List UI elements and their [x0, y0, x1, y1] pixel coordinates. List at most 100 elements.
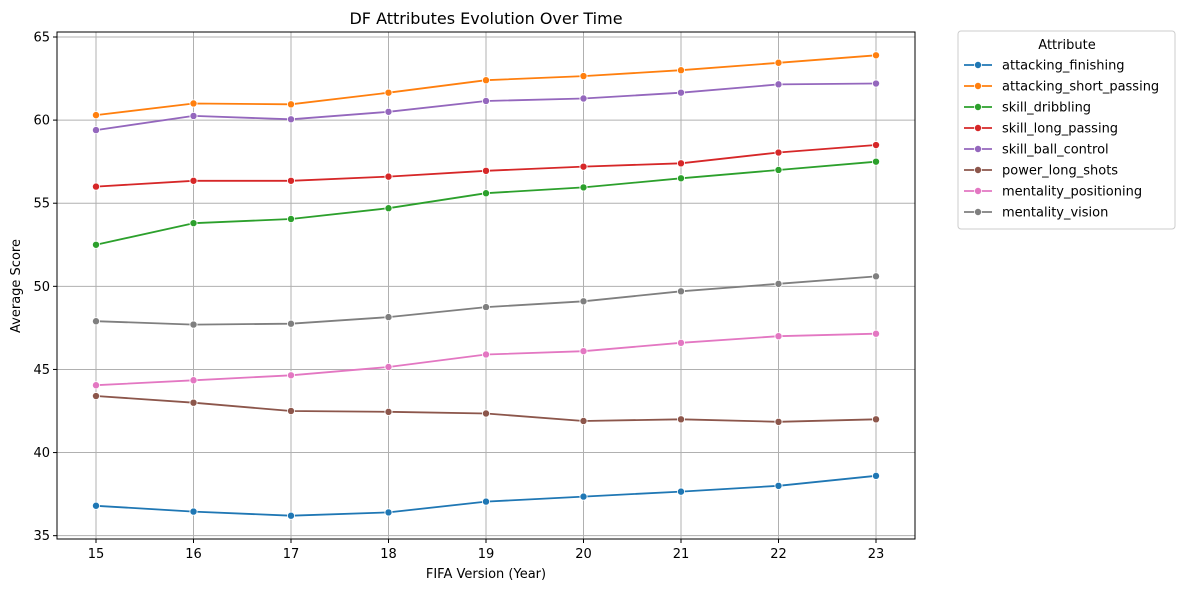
- data-point: [92, 126, 101, 135]
- data-point: [189, 507, 198, 516]
- data-point: [92, 317, 101, 326]
- data-point: [872, 415, 881, 424]
- data-point: [774, 58, 783, 67]
- data-point: [579, 94, 588, 103]
- legend-item: skill_dribbling: [964, 101, 1091, 116]
- x-tick-label: 16: [185, 547, 202, 562]
- legend-marker: [974, 61, 983, 70]
- data-point: [872, 79, 881, 88]
- data-point: [579, 72, 588, 81]
- legend-item: attacking_finishing: [964, 59, 1125, 74]
- data-point: [481, 303, 490, 312]
- data-point: [384, 88, 393, 97]
- legend-marker: [974, 82, 983, 91]
- data-point: [286, 371, 295, 380]
- data-point: [384, 313, 393, 322]
- data-point: [579, 347, 588, 356]
- grid-layer: [57, 32, 915, 539]
- legend-label: skill_dribbling: [1002, 101, 1091, 116]
- data-point: [189, 398, 198, 407]
- data-point: [774, 279, 783, 288]
- data-point: [286, 100, 295, 109]
- legend-marker: [974, 186, 983, 195]
- data-point: [481, 409, 490, 418]
- x-tick-label: 22: [770, 547, 787, 562]
- data-point: [286, 115, 295, 124]
- series-layer: [92, 51, 881, 520]
- x-tick-label: 23: [868, 547, 885, 562]
- data-point: [92, 501, 101, 510]
- legend-label: mentality_positioning: [1002, 185, 1142, 200]
- legend-marker: [974, 124, 983, 133]
- series-skill_long_passing: [92, 141, 881, 191]
- data-point: [774, 481, 783, 490]
- y-axis-label: Average Score: [9, 239, 24, 333]
- data-point: [677, 338, 686, 347]
- data-point: [774, 417, 783, 426]
- data-point: [481, 497, 490, 506]
- data-point: [774, 80, 783, 89]
- data-point: [384, 407, 393, 416]
- legend-label: power_long_shots: [1002, 164, 1118, 179]
- data-point: [579, 162, 588, 171]
- y-tick-label: 55: [33, 197, 50, 212]
- legend-item: attacking_short_passing: [964, 80, 1159, 95]
- legend-label: skill_long_passing: [1002, 122, 1118, 137]
- data-point: [579, 492, 588, 501]
- legend-marker: [974, 144, 983, 153]
- y-tick-label: 45: [33, 363, 50, 378]
- data-point: [481, 350, 490, 359]
- data-point: [872, 272, 881, 281]
- data-point: [481, 189, 490, 198]
- legend-item: mentality_vision: [964, 206, 1108, 221]
- data-point: [872, 141, 881, 150]
- legend-marker: [974, 207, 983, 216]
- legend-item: mentality_positioning: [964, 185, 1142, 200]
- data-point: [481, 76, 490, 85]
- legend-marker: [974, 165, 983, 174]
- data-point: [189, 219, 198, 228]
- data-point: [677, 66, 686, 75]
- x-axis-ticks: 15 16 17 18 19 20 21 22 23: [88, 539, 885, 562]
- data-point: [189, 320, 198, 329]
- legend-item: power_long_shots: [964, 164, 1118, 179]
- data-point: [481, 166, 490, 175]
- data-point: [677, 415, 686, 424]
- x-tick-label: 20: [575, 547, 592, 562]
- data-point: [774, 148, 783, 157]
- y-tick-label: 35: [33, 529, 50, 544]
- data-point: [579, 183, 588, 192]
- data-point: [677, 88, 686, 97]
- data-point: [677, 487, 686, 496]
- legend-marker: [974, 103, 983, 112]
- x-axis-label: FIFA Version (Year): [426, 567, 546, 582]
- data-point: [384, 508, 393, 517]
- series-mentality_vision: [92, 272, 881, 329]
- legend-item: skill_long_passing: [964, 122, 1118, 137]
- data-point: [189, 99, 198, 108]
- data-point: [92, 381, 101, 390]
- data-point: [774, 165, 783, 174]
- data-point: [92, 182, 101, 191]
- legend-box: [957, 30, 1176, 230]
- data-point: [384, 204, 393, 213]
- y-tick-label: 40: [33, 446, 50, 461]
- data-point: [774, 332, 783, 341]
- data-point: [481, 96, 490, 105]
- data-point: [92, 240, 101, 249]
- data-point: [92, 392, 101, 401]
- data-point: [189, 111, 198, 120]
- legend-label: mentality_vision: [1002, 206, 1108, 221]
- data-point: [579, 297, 588, 306]
- data-point: [286, 407, 295, 416]
- data-point: [872, 471, 881, 480]
- chart-title: DF Attributes Evolution Over Time: [349, 9, 622, 28]
- series-mentality_positioning: [92, 329, 881, 390]
- y-tick-label: 65: [33, 30, 50, 45]
- series-skill_dribbling: [92, 157, 881, 249]
- data-point: [872, 329, 881, 338]
- data-point: [286, 511, 295, 520]
- series-power_long_shots: [92, 392, 881, 426]
- data-point: [579, 416, 588, 425]
